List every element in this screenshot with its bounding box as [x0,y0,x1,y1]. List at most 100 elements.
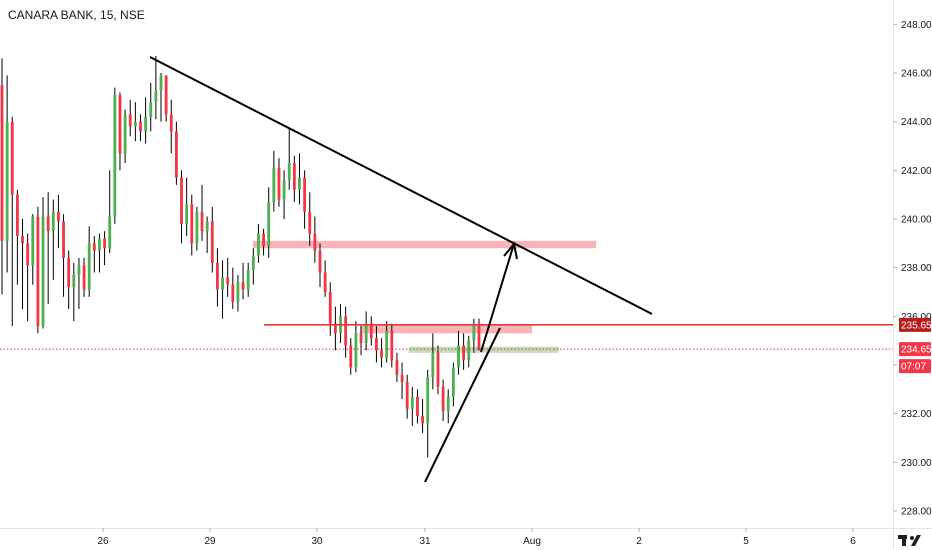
candle[interactable] [51,199,55,280]
candle[interactable] [164,75,168,122]
candle[interactable] [236,274,240,312]
candle[interactable] [154,55,158,120]
candle[interactable] [62,214,65,297]
candle[interactable] [369,316,373,346]
candle[interactable] [344,306,348,358]
candle[interactable] [15,189,19,285]
candle[interactable] [216,248,219,307]
candle[interactable] [339,304,342,344]
candle[interactable] [349,338,353,375]
drawing-shapes[interactable] [252,240,597,353]
candle[interactable] [195,206,199,251]
candle[interactable] [390,323,394,368]
candle[interactable] [359,326,363,356]
candle[interactable] [318,243,322,288]
candle[interactable] [287,128,291,190]
candle[interactable] [375,326,378,363]
candle[interactable] [451,362,455,407]
candle[interactable] [31,214,35,285]
candle[interactable] [282,170,286,219]
candle[interactable] [333,306,337,351]
candle[interactable] [5,75,9,273]
candle[interactable] [77,257,81,310]
candle[interactable] [241,262,245,300]
candle[interactable] [72,262,76,322]
candle[interactable] [103,231,106,266]
candle[interactable] [246,262,250,297]
candle[interactable] [57,194,60,249]
candle[interactable] [380,338,383,368]
candle[interactable] [180,170,183,244]
candle[interactable] [262,228,265,256]
candles[interactable] [0,55,481,458]
candle[interactable] [477,318,481,351]
candle[interactable] [21,218,24,310]
candle[interactable] [446,389,450,424]
price-axis[interactable]: 228.00230.00232.00234.00236.00238.00240.… [893,0,932,550]
candle[interactable] [139,114,142,142]
candle[interactable] [210,206,214,273]
candle[interactable] [185,177,189,237]
candle[interactable] [36,206,40,334]
candle[interactable] [323,260,327,297]
candle[interactable] [416,389,419,424]
candle[interactable] [292,155,296,202]
candle[interactable] [174,121,178,185]
candle[interactable] [133,102,137,142]
candle[interactable] [92,236,96,273]
candle[interactable] [123,109,127,164]
candle[interactable] [10,116,14,327]
candle[interactable] [405,374,409,419]
symbol-title[interactable]: CANARA BANK, 15, NSE [8,8,145,22]
candle[interactable] [431,333,435,390]
candle[interactable] [26,233,30,322]
drawing-lines[interactable] [0,56,893,483]
candle[interactable] [272,150,276,212]
candle[interactable] [128,99,132,137]
candle[interactable] [421,399,424,434]
candle[interactable] [251,248,255,285]
candle[interactable] [118,92,122,171]
candle[interactable] [298,153,301,205]
candle[interactable] [395,352,399,383]
candle[interactable] [308,192,312,246]
candle[interactable] [87,226,91,297]
candle[interactable] [0,58,4,295]
candle[interactable] [457,330,460,375]
candle[interactable] [169,99,173,154]
candle[interactable] [159,72,163,122]
candle[interactable] [364,311,368,351]
candle[interactable] [257,223,260,263]
candle[interactable] [467,335,471,368]
candle[interactable] [149,82,153,132]
candle[interactable] [303,170,307,229]
candle[interactable] [328,282,332,336]
candle[interactable] [113,87,117,224]
candle[interactable] [277,158,281,207]
candle[interactable] [436,345,440,395]
candle[interactable] [200,184,204,241]
candle[interactable] [313,216,317,263]
candle[interactable] [46,192,50,305]
descending-trendline[interactable] [149,56,653,315]
candle[interactable] [385,321,389,363]
zone-rectangle[interactable] [408,346,559,353]
candle[interactable] [410,386,414,426]
candle[interactable] [98,233,101,273]
candle[interactable] [226,257,230,297]
candle[interactable] [354,321,358,373]
candle[interactable] [108,170,112,254]
candle[interactable] [190,194,194,256]
candle[interactable] [67,250,71,310]
candle[interactable] [462,333,466,370]
candle[interactable] [231,267,235,310]
candle[interactable] [41,197,45,329]
candle[interactable] [82,257,86,297]
candle[interactable] [400,362,404,400]
candle[interactable] [144,97,148,144]
ascending-trendline[interactable] [424,327,501,483]
zone-rectangle[interactable] [360,324,532,334]
candle[interactable] [205,216,209,254]
